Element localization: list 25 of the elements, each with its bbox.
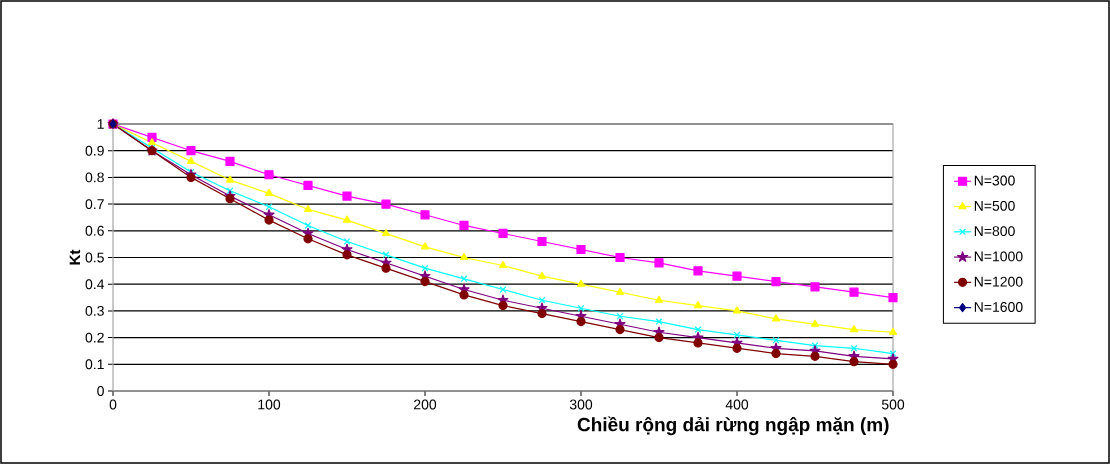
legend-label: N=1600 <box>974 301 1023 312</box>
legend-label: N=800 <box>974 226 1015 237</box>
x-tick-label: 500 <box>881 399 905 410</box>
y-tick-label: 0.4 <box>85 279 105 290</box>
y-tick-label: 0.5 <box>85 252 104 263</box>
legend-label: N=300 <box>974 175 1015 186</box>
legend-label: N=1200 <box>974 276 1023 287</box>
y-tick-label: 0 <box>97 386 104 396</box>
y-tick-label: 1 <box>97 119 104 129</box>
x-axis-title: Chiều rộng dải rừng ngập mặn (m) <box>577 416 889 436</box>
y-tick-label: 0.9 <box>85 145 104 156</box>
y-axis-title: Kt <box>69 249 81 265</box>
y-tick-label: 0.1 <box>85 359 104 370</box>
x-tick-label: 400 <box>725 399 749 410</box>
x-tick-label: 0 <box>109 399 117 410</box>
y-tick-label: 0.3 <box>85 305 104 316</box>
y-tick-label: 0.7 <box>85 199 104 210</box>
x-tick-label: 200 <box>414 399 437 410</box>
y-tick-label: 0.2 <box>85 332 104 343</box>
x-tick-label: 300 <box>569 399 593 410</box>
legend-label: N=1000 <box>974 251 1023 262</box>
x-tick-label: 100 <box>258 399 281 410</box>
y-tick-label: 0.6 <box>85 225 104 236</box>
legend-label: N=500 <box>974 200 1015 211</box>
y-tick-label: 0.8 <box>85 172 104 183</box>
